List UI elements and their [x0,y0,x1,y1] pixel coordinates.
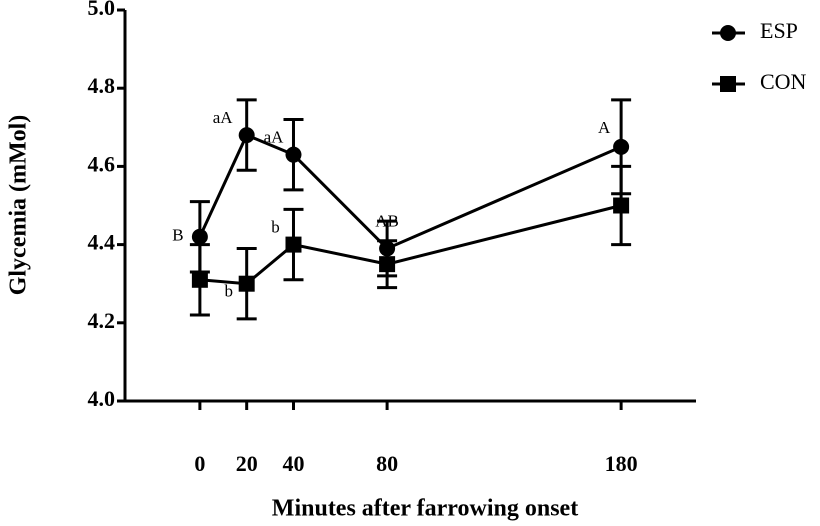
annotation: AB [375,211,399,230]
legend-label: CON [760,69,807,94]
y-tick-label: 5.0 [88,0,116,20]
legend-label: ESP [760,18,798,43]
marker [379,256,396,273]
marker [191,271,208,288]
series-line [198,133,622,251]
x-tick-label: 180 [605,451,638,476]
y-tick-label: 4.2 [88,308,116,333]
y-tick-label: 4.4 [88,230,116,255]
legend-marker [720,76,736,92]
x-tick-label: 0 [194,451,205,476]
annotation: aA [264,128,285,147]
y-axis-title: Glycemia (mMol) [6,115,32,296]
marker [285,146,302,163]
marker [191,228,208,245]
marker [238,275,255,292]
y-tick-label: 4.8 [88,73,116,98]
marker [238,127,255,144]
x-tick-label: 40 [282,451,304,476]
y-tick-label: 4.0 [88,386,116,411]
marker [285,236,302,253]
y-tick-label: 4.6 [88,151,116,176]
annotation: b [224,282,233,301]
series-line [199,204,622,286]
annotation: b [271,218,280,237]
x-tick-label: 20 [236,451,258,476]
marker [613,197,630,214]
annotation: aA [213,108,234,127]
legend-marker [720,25,736,41]
x-axis-title: Minutes after farrowing onset [272,496,578,522]
marker [613,138,630,155]
x-tick-label: 80 [376,451,398,476]
annotation: A [598,118,611,137]
annotation: B [172,226,183,245]
